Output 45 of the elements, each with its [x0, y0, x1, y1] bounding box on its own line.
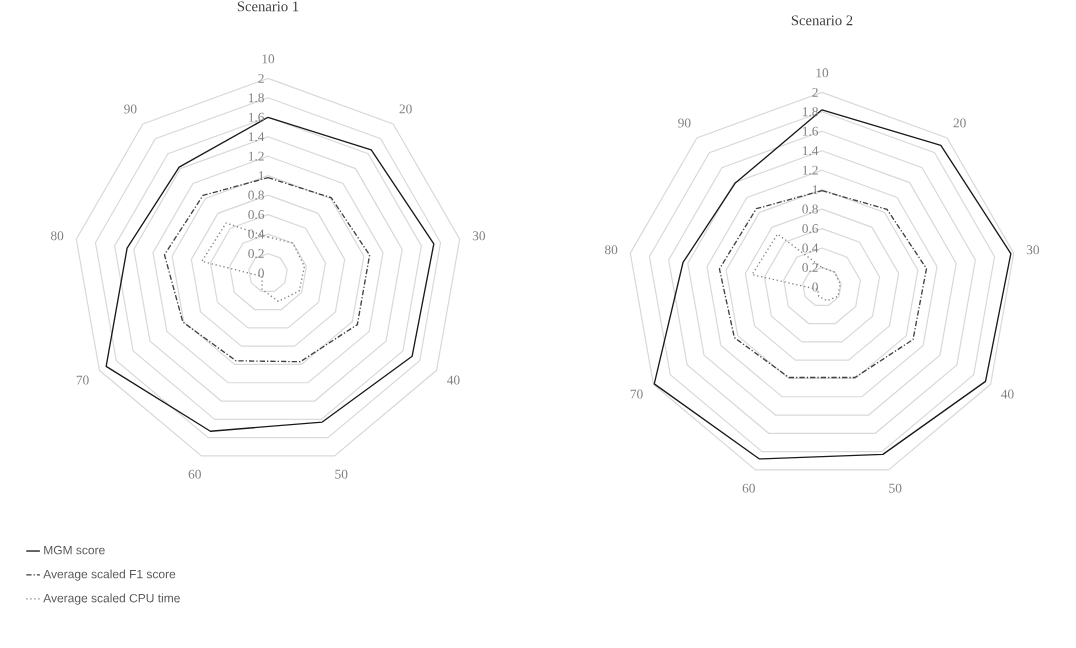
spoke-label: 20	[399, 104, 412, 114]
y-tick-label: 0	[812, 282, 818, 292]
y-tick-label: 1.8	[248, 93, 264, 103]
y-tick-label: 1.6	[248, 112, 265, 122]
y-tick-label: 1.4	[802, 146, 819, 156]
chart-title: Scenario 2	[791, 15, 853, 26]
y-tick-label: 2	[258, 73, 264, 83]
spoke-label: 80	[604, 245, 618, 255]
spoke-label: 70	[76, 375, 89, 385]
spoke-label: 60	[188, 469, 201, 479]
spoke-label: 20	[953, 118, 966, 128]
y-tick-label: 0.6	[802, 224, 819, 234]
spoke-label: 90	[678, 118, 691, 128]
spoke-label: 30	[1026, 245, 1040, 255]
y-tick-label: 0.4	[248, 229, 265, 239]
y-tick-label: 1.4	[248, 132, 265, 142]
spoke-label: 80	[50, 231, 64, 241]
y-tick-label: 0.2	[802, 263, 818, 273]
y-tick-label: 1.2	[248, 151, 264, 161]
spoke-label: 40	[1001, 389, 1014, 399]
spoke-label: 10	[262, 54, 275, 64]
y-tick-label: 0.4	[802, 243, 819, 253]
y-tick-label: 2	[812, 87, 818, 97]
legend-label: MGM score	[44, 545, 105, 555]
y-tick-label: 1.6	[802, 126, 819, 136]
y-tick-label: 1	[812, 185, 818, 195]
y-tick-label: 0.8	[248, 190, 264, 200]
chart-title: Scenario 1	[237, 1, 299, 12]
y-tick-label: 0	[258, 268, 264, 278]
y-tick-label: 0.2	[248, 249, 264, 259]
spoke-label: 30	[472, 231, 486, 241]
spoke-label: 60	[742, 483, 755, 493]
spoke-label: 50	[889, 483, 902, 493]
spoke-label: 90	[124, 104, 137, 114]
spoke-label: 10	[816, 68, 829, 78]
y-tick-label: 0.8	[802, 204, 818, 214]
legend-label: Average scaled F1 score	[43, 569, 176, 581]
spoke-label: 70	[630, 389, 643, 399]
y-tick-label: 1.8	[802, 107, 818, 117]
y-tick-label: 1.2	[802, 165, 818, 175]
y-tick-label: 1	[258, 171, 264, 181]
spoke-label: 40	[447, 375, 460, 385]
y-tick-label: 0.6	[248, 210, 265, 220]
legend-label: Average scaled CPU time	[43, 593, 180, 605]
spoke-label: 50	[335, 469, 348, 479]
